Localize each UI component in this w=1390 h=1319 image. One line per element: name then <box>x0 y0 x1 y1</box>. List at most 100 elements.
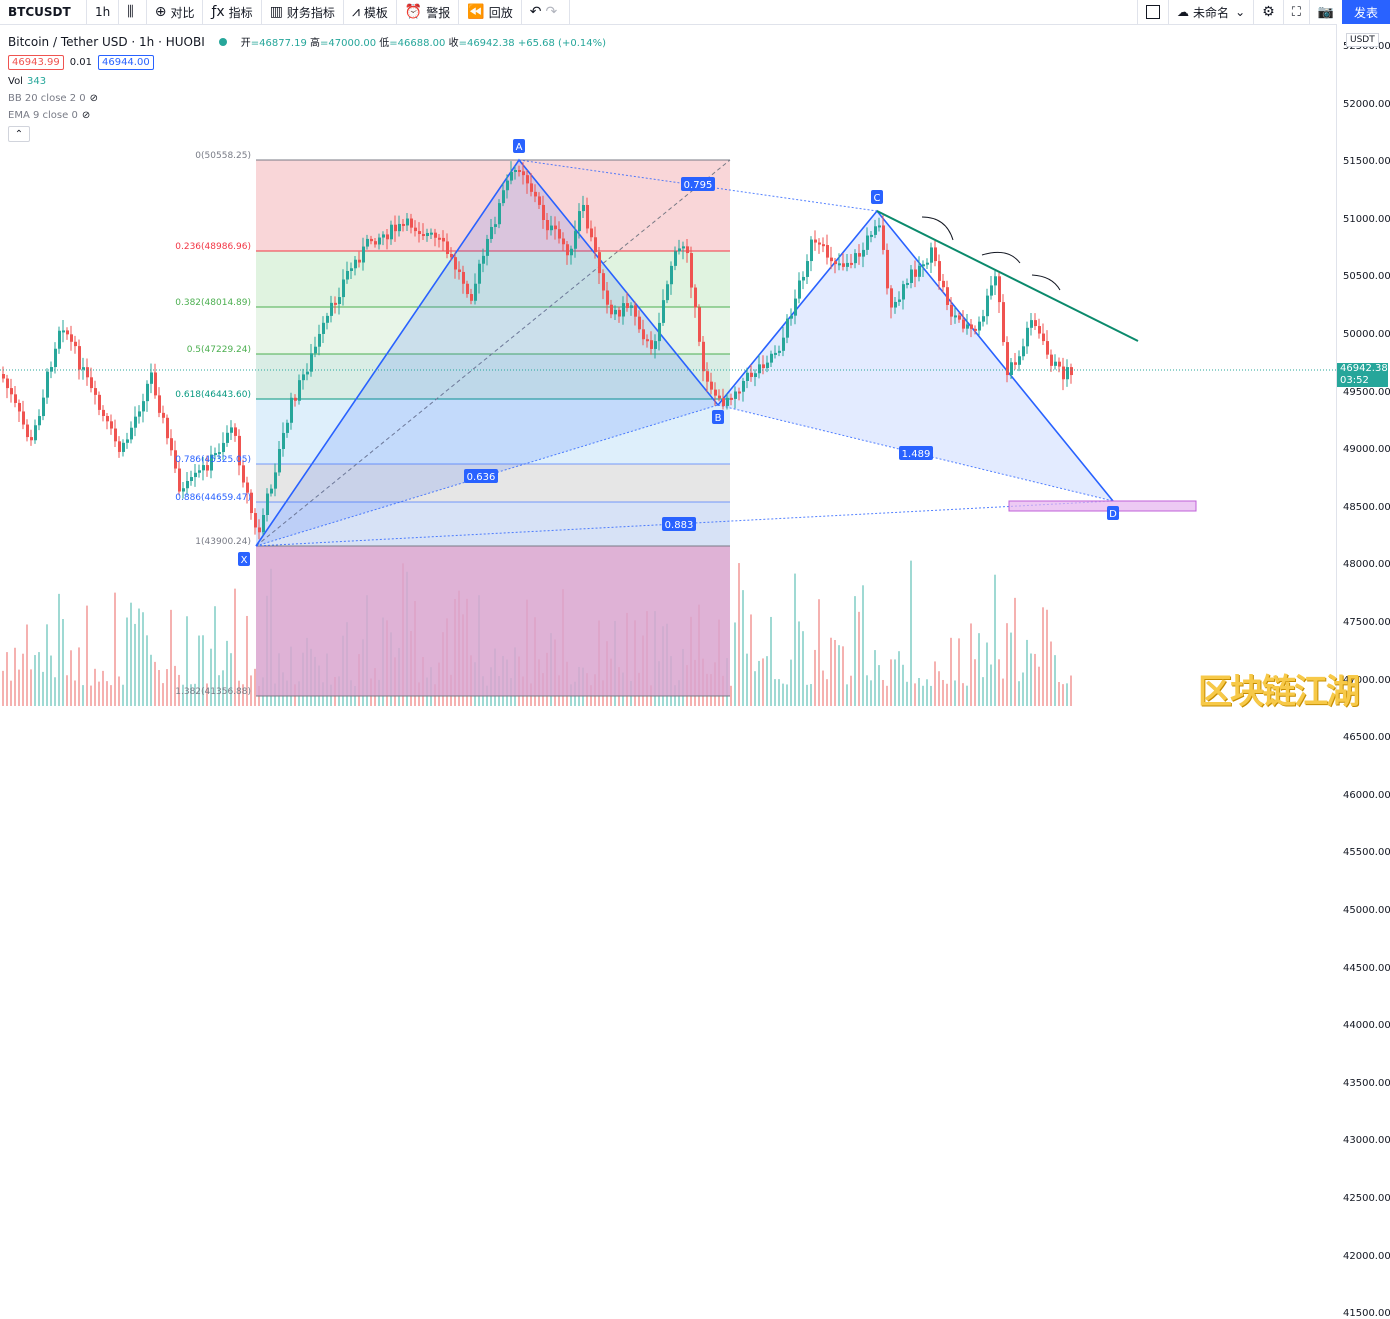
collapse-legend-button[interactable]: ⌃ <box>8 126 30 142</box>
candle-body <box>454 257 457 270</box>
volume-bar <box>1034 653 1036 706</box>
candle-body <box>786 318 789 338</box>
ratio-badge[interactable] <box>899 446 933 460</box>
layout-toggle[interactable] <box>1137 0 1168 24</box>
pattern-point-badge[interactable] <box>712 410 724 424</box>
candle-body <box>94 388 97 395</box>
currency-label[interactable]: USDT <box>1346 33 1379 47</box>
volume-bar <box>86 605 88 706</box>
candle-body <box>474 283 477 301</box>
candle-body <box>846 262 849 267</box>
fib-zone-1-1382 <box>256 546 730 696</box>
candle-body <box>750 372 753 377</box>
candle-body <box>778 350 781 353</box>
candle-body <box>1018 356 1021 365</box>
price-tick: 46500.00 <box>1343 732 1390 744</box>
candle-body <box>986 295 989 317</box>
candle-body <box>534 191 537 197</box>
indicators-button[interactable]: ƒx 指标 <box>203 0 262 24</box>
chart-type-button[interactable]: ⫼ <box>119 0 147 24</box>
ema-indicator[interactable]: EMA 9 close 0 ⊘ <box>8 110 606 121</box>
candle-body <box>490 226 493 239</box>
candle-body <box>686 246 689 254</box>
candle-body <box>486 238 489 256</box>
fib-zone-05-0618 <box>256 354 730 399</box>
fib-labels: 0(50558.25) 0.236(48986.96) 0.382(48014.89… <box>175 151 251 697</box>
volume-bar <box>142 612 144 706</box>
undo-button[interactable]: ↶ ↷ <box>522 0 571 24</box>
fib-level-label: 0.5(47229.24) <box>187 345 251 355</box>
pattern-point-badge[interactable] <box>238 552 250 566</box>
last-price-value: 46942.38 <box>1340 363 1388 374</box>
volume-indicator[interactable]: Vol 343 <box>8 76 606 87</box>
ratio-badge[interactable] <box>662 517 696 531</box>
bb-indicator[interactable]: BB 20 close 2 0 ⊘ <box>8 93 606 104</box>
candle-body <box>398 223 401 232</box>
candle-body <box>606 290 609 305</box>
ratio-badge[interactable] <box>681 177 715 191</box>
pattern-point-badge[interactable] <box>871 190 883 204</box>
arc-1 <box>921 216 954 241</box>
volume-bar <box>186 616 188 706</box>
prz-target-zone[interactable] <box>1008 500 1197 512</box>
ratio-badge[interactable] <box>464 469 498 483</box>
volume-bar <box>802 631 804 706</box>
candle-body <box>1002 302 1005 343</box>
descending-trendline[interactable] <box>876 210 1139 342</box>
pattern-point-label: B <box>715 413 722 424</box>
last-price-label: 46942.38 03:52 <box>1337 363 1388 387</box>
candle-body <box>914 269 917 277</box>
compare-button[interactable]: ⊕ 对比 <box>147 0 204 24</box>
alert-button[interactable]: ⏰ 警报 <box>397 0 460 24</box>
open-label: 开 <box>240 38 251 49</box>
volume-bar <box>1042 607 1044 706</box>
interval-button[interactable]: 1h <box>87 0 120 24</box>
sell-price-button[interactable]: 46943.99 <box>8 55 64 70</box>
pattern-point-badge[interactable] <box>1107 506 1119 520</box>
candle-body <box>442 237 445 242</box>
candle-body <box>78 346 81 370</box>
candle-body <box>150 372 153 384</box>
volume-bar <box>1066 683 1068 706</box>
volume-bar <box>982 677 984 706</box>
candle-body <box>370 238 373 242</box>
candle-body <box>814 239 817 243</box>
candle-body <box>278 448 281 473</box>
price-tick: 41500.00 <box>1343 1308 1390 1319</box>
layout-name: 未命名 <box>1193 5 1230 20</box>
fib-retracement[interactable] <box>255 159 731 697</box>
bar-countdown: 03:52 <box>1340 375 1369 386</box>
candle-body <box>222 442 225 453</box>
buy-price-button[interactable]: 46944.00 <box>97 55 154 70</box>
symbol-title[interactable]: Bitcoin / Tether USD · 1h · HUOBI <box>8 34 205 49</box>
candle-body <box>574 231 577 249</box>
template-button[interactable]: ⩘ 模板 <box>344 0 397 24</box>
symbol-search[interactable]: BTCUSDT <box>0 0 87 24</box>
candle-body <box>194 472 197 478</box>
pattern-point-badge[interactable] <box>513 139 525 153</box>
publish-button[interactable]: 发表 <box>1341 0 1390 24</box>
replay-button[interactable]: ⏪ 回放 <box>459 0 522 24</box>
candle-body <box>918 265 921 277</box>
ratio-label: 0.636 <box>467 472 496 483</box>
candle-body <box>958 315 961 320</box>
financials-button[interactable]: ▥ 财务指标 <box>262 0 344 24</box>
candle-body <box>1062 366 1065 380</box>
candle-body <box>258 527 261 533</box>
settings-button[interactable]: ⚙ <box>1253 0 1283 24</box>
candle-body <box>518 170 521 173</box>
snapshot-button[interactable]: 📷 <box>1308 0 1342 24</box>
candle-body <box>394 224 397 232</box>
fullscreen-button[interactable]: ⛶ <box>1282 0 1309 24</box>
candle-body <box>890 288 893 308</box>
redo-icon[interactable]: ↷ <box>545 4 558 20</box>
volume-bar <box>962 683 964 706</box>
eye-hidden-icon[interactable]: ⊘ <box>89 93 99 104</box>
candle-body <box>366 238 369 247</box>
layout-name-button[interactable]: ☁ 未命名 ⌄ <box>1168 0 1253 24</box>
price-chart[interactable]: 0(50558.25) 0.236(48986.96) 0.382(48014.89… <box>0 24 1336 706</box>
candle-body <box>602 273 605 291</box>
close-label: 收 <box>448 38 459 49</box>
eye-hidden-icon[interactable]: ⊘ <box>81 110 91 121</box>
candle-body <box>106 415 109 422</box>
